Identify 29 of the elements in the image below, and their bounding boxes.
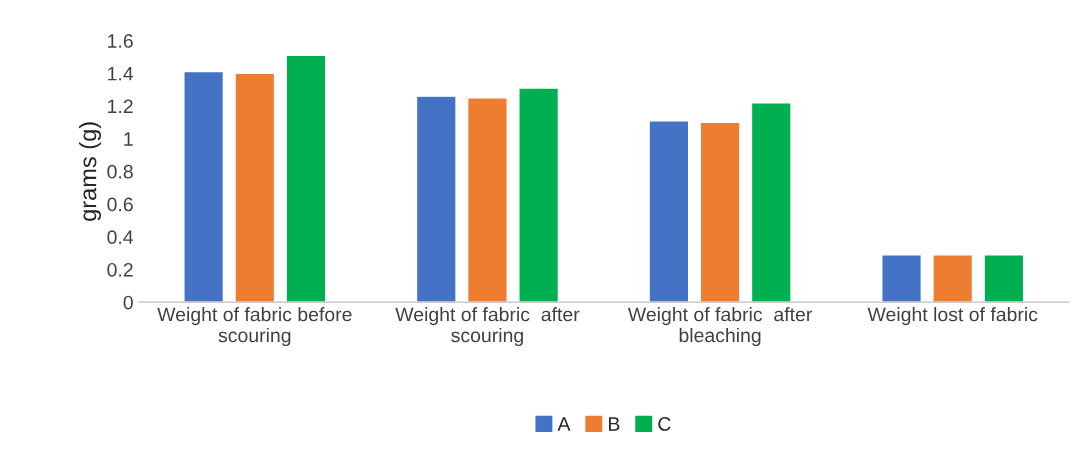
bar [699, 121, 741, 303]
bar [183, 70, 225, 303]
bar [285, 54, 327, 303]
y-tick-label: 0.6 [107, 197, 133, 212]
x-tick-label: Weight of fabric before scouring [157, 307, 352, 347]
y-tick-label: 0 [123, 295, 133, 310]
bar [750, 102, 792, 303]
y-tick-label: 0.4 [107, 230, 134, 245]
y-axis-title: grams (g) [79, 122, 102, 221]
x-tick-label: Weight lost of fabric [867, 307, 1038, 326]
y-tick-label: 1.4 [108, 66, 134, 81]
bar [648, 120, 690, 303]
bar [415, 95, 457, 303]
y-tick-label: 1 [124, 132, 133, 146]
legend-label: A [557, 417, 571, 431]
y-tick-label: 1.6 [108, 34, 133, 48]
bar [932, 254, 974, 303]
legend-label: B [609, 417, 620, 431]
y-tick-label: 1.2 [108, 99, 133, 114]
y-tick-label: 0.2 [107, 262, 133, 277]
bar [234, 72, 276, 303]
bar [518, 87, 560, 303]
bar [466, 97, 508, 303]
bar [983, 254, 1025, 303]
x-tick-label: Weight of fabric after bleaching [627, 307, 812, 347]
bar [881, 254, 922, 303]
x-tick-label: Weight of fabric after scouring [395, 307, 580, 347]
legend-label: C [658, 417, 671, 431]
y-tick-label: 0.8 [107, 164, 133, 179]
